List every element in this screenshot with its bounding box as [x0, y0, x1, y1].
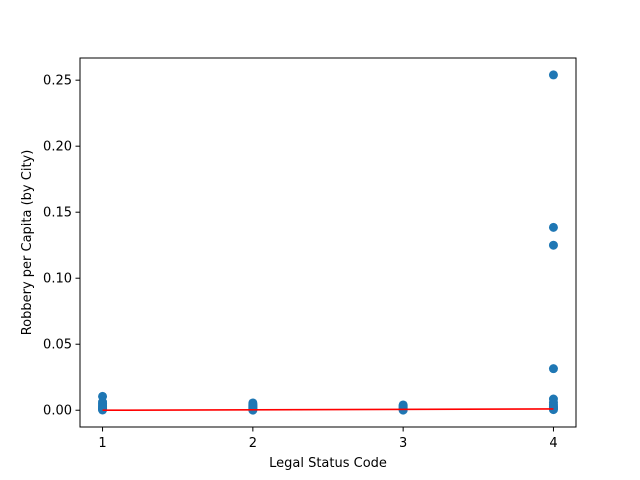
- scatter-point: [548, 364, 558, 374]
- plot-area: [98, 70, 558, 415]
- y-tick-label: 0.00: [43, 404, 72, 419]
- y-axis: 0.00 0.05 0.10 0.15 0.20 0.25: [43, 74, 80, 419]
- x-axis: 1 2 3 4: [98, 427, 558, 451]
- y-tick-label: 0.10: [43, 272, 72, 287]
- regression-line: [102, 408, 554, 412]
- x-tick-label: 1: [98, 436, 106, 451]
- scatter-point: [548, 70, 558, 80]
- y-tick-label: 0.15: [43, 206, 72, 221]
- y-axis-label: Robbery per Capita (by City): [20, 150, 35, 336]
- y-tick-label: 0.20: [43, 140, 72, 155]
- axes-frame: [79, 57, 577, 428]
- x-tick-label: 2: [249, 436, 257, 451]
- x-tick-label: 4: [549, 436, 557, 451]
- y-tick-label: 0.05: [43, 338, 72, 353]
- scatter-point: [548, 222, 558, 232]
- x-tick-label: 3: [399, 436, 407, 451]
- y-tick-label: 0.25: [43, 74, 72, 89]
- scatter-point: [548, 240, 558, 250]
- x-axis-label: Legal Status Code: [269, 456, 387, 471]
